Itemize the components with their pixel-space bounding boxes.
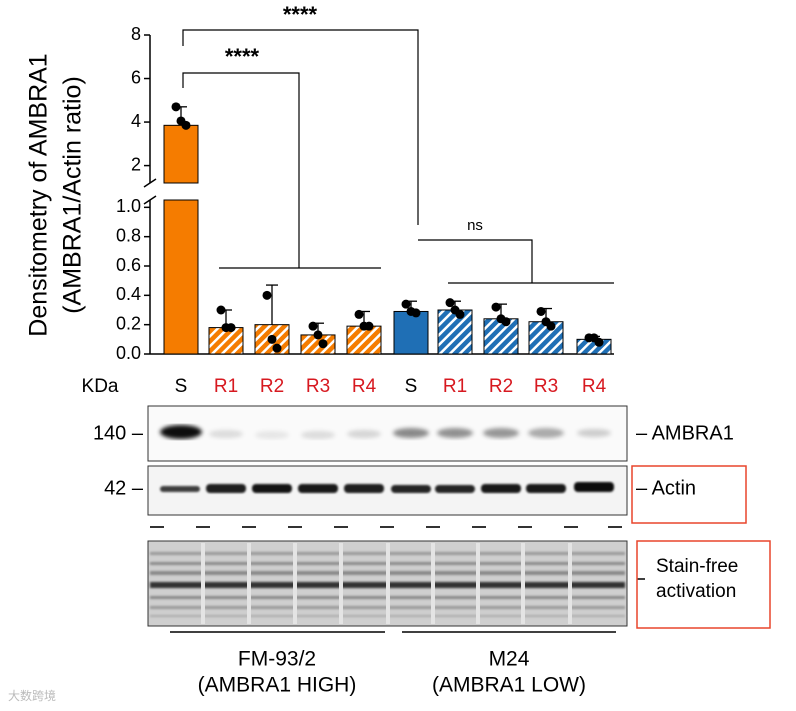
band-label: – Actin xyxy=(636,477,696,499)
bar xyxy=(483,318,519,355)
stain-label: activation xyxy=(656,581,736,602)
data-point xyxy=(181,120,191,130)
x-tick-label: R2 xyxy=(489,376,513,397)
axis-break xyxy=(143,195,157,205)
blot-area: KDa 140 – 42 – – AMBRA1 – Actin Stain-fr… xyxy=(8,376,771,703)
y-tick-label: 0.4 xyxy=(116,284,141,304)
group-name: M24 xyxy=(489,648,530,671)
data-point xyxy=(272,343,282,353)
bar xyxy=(163,199,199,355)
y-tick-label: 6 xyxy=(131,67,141,87)
data-point xyxy=(364,321,374,331)
data-point xyxy=(267,334,277,344)
data-point xyxy=(354,309,364,319)
data-point xyxy=(491,302,501,312)
significance: **** xyxy=(225,44,260,69)
data-point xyxy=(171,102,181,112)
x-tick-label: R4 xyxy=(352,376,377,397)
data-point xyxy=(594,337,604,347)
data-point xyxy=(401,299,411,309)
significance: ns xyxy=(467,217,483,234)
data-point xyxy=(308,321,318,331)
bar xyxy=(163,124,199,184)
bracket xyxy=(182,29,419,225)
y-tick-label: 1.0 xyxy=(116,196,141,216)
significance: **** xyxy=(283,2,318,27)
marker-label: 42 – xyxy=(104,477,144,499)
data-point xyxy=(501,317,511,327)
axis-break xyxy=(143,178,157,188)
bar xyxy=(393,310,429,355)
y-tick-label: 0.2 xyxy=(116,313,141,333)
data-point xyxy=(226,323,236,333)
y-tick-label: 8 xyxy=(131,24,141,44)
data-point xyxy=(455,309,465,319)
ambra1-bands xyxy=(160,425,611,439)
marker-label: 140 – xyxy=(93,422,144,444)
kda-label: KDa xyxy=(82,376,119,397)
y-tick-label: 0.0 xyxy=(116,343,141,363)
bar xyxy=(208,327,244,355)
y-tick-label: 2 xyxy=(131,154,141,174)
data-point xyxy=(445,298,455,308)
x-tick-label: R1 xyxy=(214,376,238,397)
x-tick-label: R2 xyxy=(260,376,284,397)
actin-bands xyxy=(160,482,614,493)
y-tick-label: 0.6 xyxy=(116,255,141,275)
watermark: 大数跨境 xyxy=(8,688,56,703)
highlight-box xyxy=(636,540,771,629)
data-point xyxy=(318,339,328,349)
data-point xyxy=(216,305,226,315)
bracket xyxy=(182,72,300,268)
x-tick-label: R4 xyxy=(582,376,607,397)
data-point xyxy=(262,290,272,300)
y-tick-label: 4 xyxy=(131,111,141,131)
data-point xyxy=(536,306,546,316)
group-name: FM-93/2 xyxy=(238,648,316,671)
x-tick-label: R3 xyxy=(306,376,330,397)
bar xyxy=(346,325,382,355)
group-subtitle: (AMBRA1 LOW) xyxy=(432,674,586,697)
data-point xyxy=(411,308,421,318)
x-tick-label: R3 xyxy=(534,376,558,397)
bracket xyxy=(418,239,533,283)
y-axis-label: Densitometry of AMBRA1 xyxy=(25,53,53,336)
data-point xyxy=(313,330,323,340)
y-axis-label: (AMBRA1/Actin ratio) xyxy=(59,76,87,314)
group-subtitle: (AMBRA1 HIGH) xyxy=(198,674,357,697)
x-tick-label: R1 xyxy=(443,376,467,397)
y-tick-label: 0.8 xyxy=(116,225,141,245)
x-tick-label: S xyxy=(405,376,418,397)
band-label: – AMBRA1 xyxy=(636,422,734,444)
stain-label: Stain-free xyxy=(656,556,738,577)
highlight-box xyxy=(631,465,747,524)
lane-gaps xyxy=(201,543,572,624)
bar xyxy=(528,321,564,355)
x-tick-label: S xyxy=(175,376,188,397)
chart: Densitometry of AMBRA1 (AMBRA1/Actin rat… xyxy=(25,2,614,397)
data-point xyxy=(546,321,556,331)
bar xyxy=(437,309,473,355)
